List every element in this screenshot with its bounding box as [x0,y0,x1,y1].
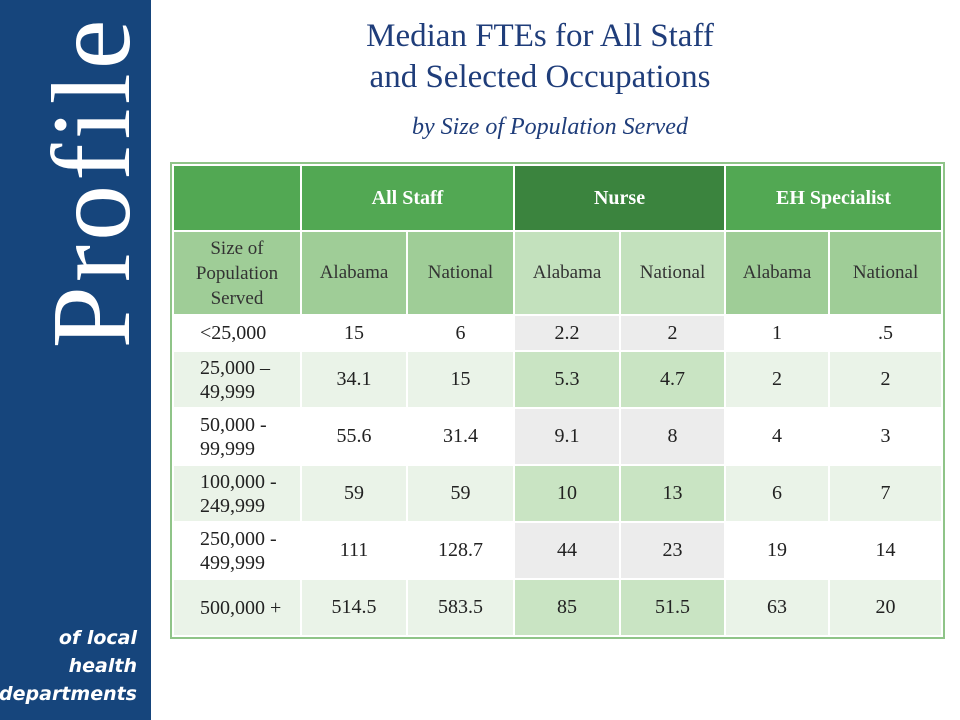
row-label-line: 100,000 - [200,470,277,493]
group-header-eh-specialist: EH Specialist [724,164,944,232]
table-row: 100,000 - 249,999 59 59 10 13 6 7 [172,464,944,523]
row-label: <25,000 [172,314,302,352]
sub-header-row: Size of Population Served Alabama Nation… [172,230,944,316]
table-cell: 13 [619,464,727,523]
table-row: 50,000 - 99,999 55.6 31.4 9.1 8 4 3 [172,407,944,466]
sub-header-national: National [619,230,727,316]
group-header-all-staff: All Staff [299,164,516,232]
table-cell: 3 [828,407,944,466]
row-label-line: 500,000 + [200,596,282,619]
sub-header-alabama: Alabama [513,230,622,316]
title-line: and Selected Occupations [369,59,711,95]
row-label-line: 499,999 [200,551,265,574]
size-header-line: Population [195,262,279,284]
table-row: 500,000 + 514.5 583.5 85 51.5 63 20 [172,578,944,637]
table-cell: 8 [619,407,727,466]
table-cell: 6 [405,314,516,352]
sidebar-sub-line: health [68,655,137,677]
table-cell: 514.5 [300,578,408,637]
profile-brand: Profile [30,15,154,349]
sidebar-subtitle: of local health departments [0,624,137,708]
table-cell: 44 [513,521,622,580]
group-header-row: All Staff Nurse EH Specialist [172,164,944,232]
row-label: 50,000 - 99,999 [172,407,302,466]
row-label-line: 249,999 [200,494,265,517]
table-cell: 7 [828,464,944,523]
table-cell: 111 [300,521,408,580]
table-cell: 15 [300,314,408,352]
table-cell: 10 [513,464,622,523]
table-cell: 5.3 [513,350,622,409]
table-cell: 59 [300,464,408,523]
table-cell: 2 [619,314,727,352]
row-label-line: 25,000 – [200,356,270,379]
sub-header-national: National [828,230,944,316]
sub-header-national: National [405,230,516,316]
table-cell: 31.4 [405,407,516,466]
table-row: 250,000 - 499,999 111 128.7 44 23 19 14 [172,521,944,580]
group-header-nurse: Nurse [513,164,727,232]
table-cell: 2.2 [513,314,622,352]
table-cell: 23 [619,521,727,580]
table-cell: 51.5 [619,578,727,637]
table-cell: 1 [724,314,831,352]
row-label-line: <25,000 [200,322,267,344]
row-label: 500,000 + [172,578,302,637]
table-cell: .5 [828,314,944,352]
sub-header-alabama: Alabama [300,230,408,316]
table-cell: 4.7 [619,350,727,409]
table-cell: 19 [724,521,831,580]
group-header-empty [172,164,302,232]
row-label: 100,000 - 249,999 [172,464,302,523]
table-row: <25,000 15 6 2.2 2 1 .5 [172,314,944,352]
table-cell: 6 [724,464,831,523]
size-header-line: Size of [210,237,264,259]
row-label-line: 99,999 [200,437,255,460]
sidebar-sub-line: of local [58,627,137,649]
sidebar-sub-line: departments [0,683,137,705]
table-cell: 9.1 [513,407,622,466]
title-line: Median FTEs for All Staff [366,18,714,54]
table-cell: 128.7 [405,521,516,580]
row-label-line: 250,000 - [200,527,277,550]
table-cell: 55.6 [300,407,408,466]
page-subtitle: by Size of Population Served [412,114,688,140]
table-row: 25,000 – 49,999 34.1 15 5.3 4.7 2 2 [172,350,944,409]
row-label: 25,000 – 49,999 [172,350,302,409]
table-cell: 14 [828,521,944,580]
row-label: 250,000 - 499,999 [172,521,302,580]
sub-header-alabama: Alabama [724,230,831,316]
table-cell: 20 [828,578,944,637]
table-cell: 2 [724,350,831,409]
page-title: Median FTEs for All Staff and Selected O… [300,16,780,98]
row-label-line: 50,000 - [200,413,267,436]
size-header-line: Served [210,287,264,309]
table-cell: 4 [724,407,831,466]
table-cell: 2 [828,350,944,409]
fte-table: All Staff Nurse EH Specialist Size of Po… [169,162,946,639]
table-cell: 34.1 [300,350,408,409]
row-label-line: 49,999 [200,380,255,403]
table-cell: 63 [724,578,831,637]
sidebar: Profile of local health departments [0,0,154,720]
table-cell: 583.5 [405,578,516,637]
table-cell: 85 [513,578,622,637]
table-cell: 15 [405,350,516,409]
table-cell: 59 [405,464,516,523]
size-column-header: Size of Population Served [172,230,302,316]
